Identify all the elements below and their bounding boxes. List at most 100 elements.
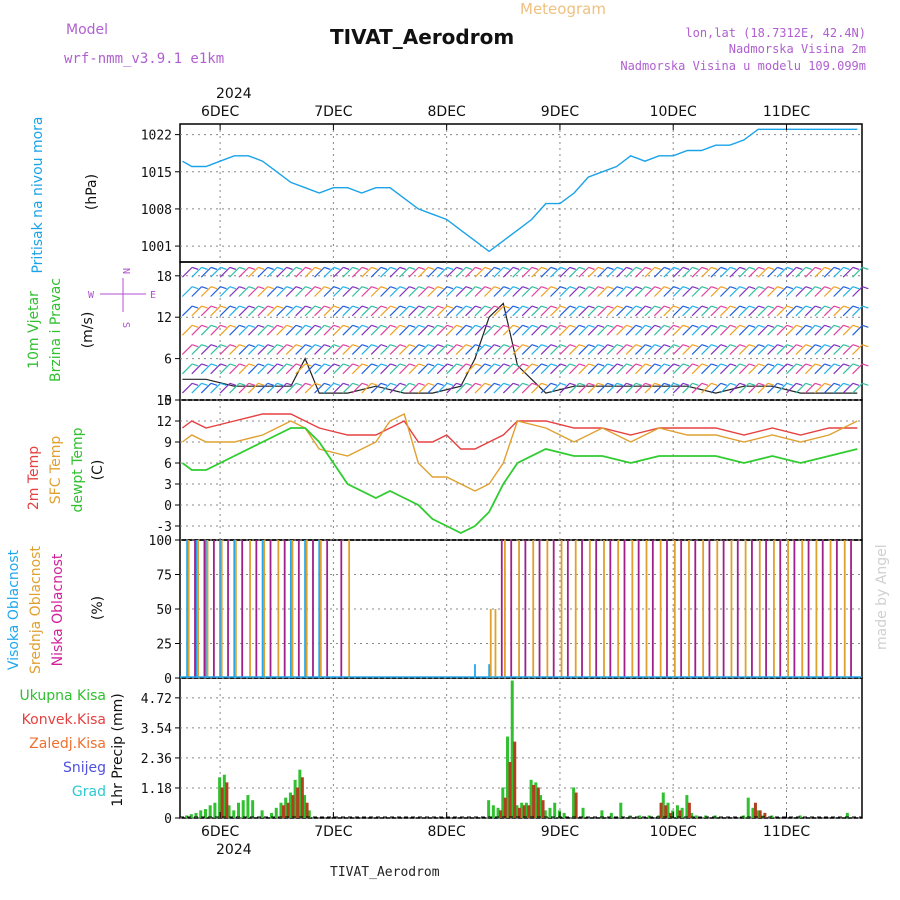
wind-barb-flag xyxy=(682,363,690,367)
wind-barb-flag xyxy=(805,286,812,290)
precip-bar xyxy=(222,774,226,818)
wind-barb xyxy=(436,266,448,278)
precip-legend-item: Grad xyxy=(72,784,106,800)
wind-barb-flag xyxy=(824,363,831,367)
wind-barb xyxy=(455,305,467,317)
wind-barb xyxy=(701,305,712,317)
wind-barb xyxy=(748,344,759,355)
wind-barb xyxy=(701,324,712,336)
wind-barb xyxy=(200,344,212,355)
wind-barb xyxy=(587,305,599,317)
precip-bar xyxy=(541,800,545,818)
precip-bar xyxy=(300,777,304,818)
wind-barb xyxy=(417,344,429,355)
wind-barb-flag xyxy=(645,286,652,290)
wind-barb xyxy=(370,286,382,297)
wind-barb-flag xyxy=(663,266,671,270)
wind-barb-flag xyxy=(758,363,765,367)
wind-barb-flag xyxy=(607,324,614,328)
wind-panel xyxy=(179,261,863,401)
wind-barb xyxy=(719,266,731,278)
wind-barb xyxy=(191,305,203,317)
wind-barb xyxy=(568,266,580,278)
precip-bar xyxy=(515,805,519,818)
wind-barb-flag xyxy=(229,344,237,348)
wind-barb-flag xyxy=(352,344,359,348)
tick-label: 0 xyxy=(164,672,172,687)
wind-barb-flag xyxy=(437,363,444,367)
wind-barb-flag xyxy=(711,286,718,290)
wind-barb xyxy=(635,382,646,394)
wind-barb xyxy=(663,363,674,375)
wind-barb-flag xyxy=(333,266,340,270)
wind-barb xyxy=(276,382,287,394)
wind-barb-flag xyxy=(588,266,595,270)
wind-barb-flag xyxy=(427,305,435,309)
wind-barb xyxy=(323,324,335,336)
wind-barb xyxy=(521,266,533,278)
wind-barb xyxy=(823,305,835,317)
wind-barb-flag xyxy=(777,266,784,270)
wind-barb-flag xyxy=(427,382,435,386)
wind-barb xyxy=(833,266,844,278)
precip-bar xyxy=(510,680,514,818)
wind-barb xyxy=(191,344,203,355)
wind-barb-flag xyxy=(758,286,765,290)
wind-barb xyxy=(767,286,778,297)
wind-barb-flag xyxy=(862,266,869,270)
wind-barb-flag xyxy=(635,266,643,270)
wind-barb-flag xyxy=(191,266,199,270)
wind-barb-flag xyxy=(484,344,491,348)
wind-barb xyxy=(559,286,571,297)
wind-barb-flag xyxy=(220,363,227,367)
wind-barb-flag xyxy=(852,324,860,328)
wind-barb-flag xyxy=(569,305,576,309)
wind-barb-flag xyxy=(503,344,510,348)
wind-barb xyxy=(219,363,231,375)
wind-barb xyxy=(748,266,759,278)
day-label-bottom: 9DEC xyxy=(541,824,580,840)
wind-barb xyxy=(748,305,759,317)
wind-barb xyxy=(776,324,788,336)
wind-barb-flag xyxy=(361,305,369,309)
wind-barb xyxy=(210,363,221,375)
wind-barb xyxy=(597,286,608,297)
wind-barb xyxy=(351,344,363,355)
wind-barb xyxy=(531,344,542,355)
wind-barb-flag xyxy=(588,324,595,328)
wind-barb xyxy=(852,363,863,375)
wind-barb xyxy=(616,382,627,394)
wind-barb xyxy=(606,266,618,278)
precip-bar xyxy=(298,769,302,818)
wind-barb-flag xyxy=(475,344,482,348)
wind-barb-flag xyxy=(862,305,869,309)
wind-barb-flag xyxy=(352,286,359,290)
precip-bar xyxy=(274,807,278,818)
wind-barb xyxy=(682,344,693,355)
compass-w: W xyxy=(88,290,95,301)
wind-barb xyxy=(653,324,665,336)
wind-barb xyxy=(833,286,844,297)
wind-barb-flag xyxy=(437,266,444,270)
wind-barb xyxy=(540,382,552,394)
wind-barb-flag xyxy=(343,344,350,348)
wind-barb-flag xyxy=(446,266,454,270)
wind-barb xyxy=(446,344,457,355)
wind-barb-flag xyxy=(484,363,491,367)
wind-barb-flag xyxy=(654,266,661,270)
wind-barb xyxy=(578,286,590,297)
wind-barb-flag xyxy=(418,305,425,309)
wind-barb xyxy=(276,324,287,336)
wind-barb-flag xyxy=(796,382,803,386)
wind-barb-flag xyxy=(654,286,661,290)
wind-barb-flag xyxy=(682,266,690,270)
wind-barb xyxy=(417,286,429,297)
wind-barb xyxy=(616,305,627,317)
wind-barb-flag xyxy=(852,286,860,290)
wind-barb xyxy=(483,286,495,297)
wind-barb-flag xyxy=(607,382,614,386)
wind-barb-flag xyxy=(522,324,529,328)
wind-barb xyxy=(653,286,665,297)
wind-barb-flag xyxy=(305,305,312,309)
wind-barb xyxy=(795,382,807,394)
